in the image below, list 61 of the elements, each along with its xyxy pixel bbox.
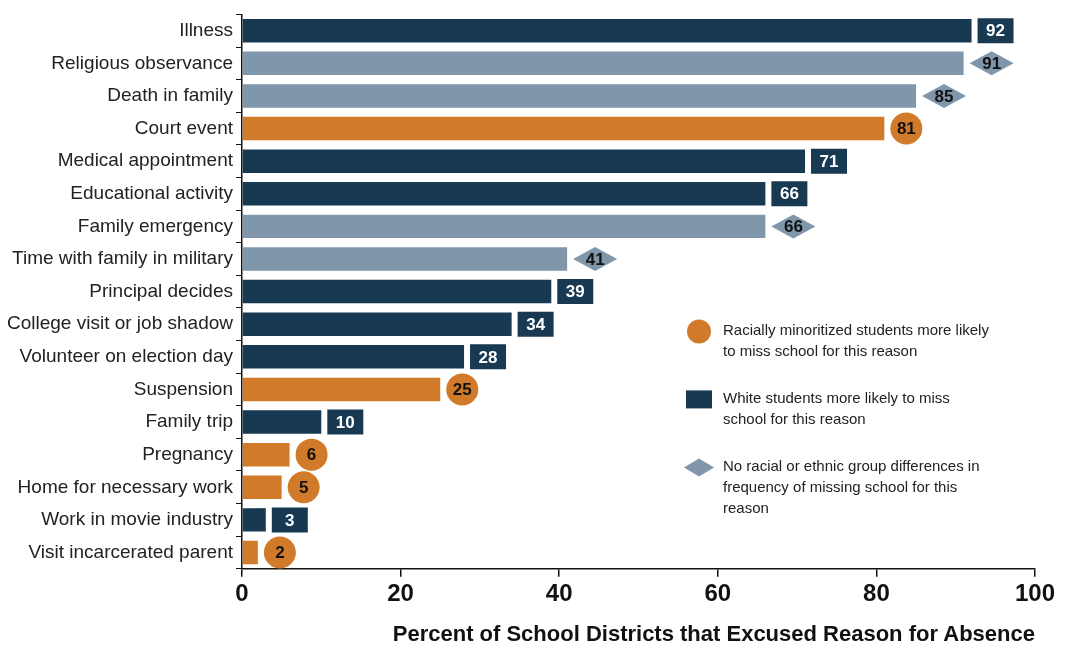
y-tick-label: Death in family	[107, 84, 234, 106]
y-tick-label: Medical appointment	[57, 149, 234, 171]
legend-label: Racially minoritized students more likely to miss school for this reason	[723, 320, 990, 359]
data-label: 34	[526, 314, 546, 334]
x-tick-label: 100	[1014, 578, 1056, 606]
data-label: 92	[986, 21, 1006, 41]
x-axis-title: Percent of School Districts that Excused Reason for Absence	[392, 620, 1035, 646]
y-tick-label: Pregnancy	[142, 442, 234, 464]
y-tick-label: Principal decides	[89, 279, 234, 301]
data-label: 39	[565, 282, 585, 302]
x-tick-label: 0	[235, 578, 249, 606]
bar	[242, 18, 972, 43]
bar	[242, 475, 282, 500]
data-label: 25	[452, 380, 472, 400]
x-tick-label: 60	[704, 578, 732, 606]
x-tick-label: 40	[545, 578, 573, 606]
bar	[242, 377, 441, 402]
bar	[242, 182, 766, 206]
y-tick-label: Illness	[179, 18, 234, 40]
data-label: 28	[478, 347, 498, 367]
y-tick-label: Work in movie industry	[41, 508, 234, 530]
y-tick-label: Religious observance	[51, 51, 234, 73]
data-label: 85	[934, 86, 954, 106]
bar	[242, 345, 465, 369]
y-tick-label: Family trip	[145, 410, 234, 432]
y-tick-label: Visit incarcerated parent	[28, 540, 234, 562]
bar	[242, 51, 964, 76]
data-label: 2	[275, 543, 285, 563]
y-tick-label: Volunteer on election day	[19, 345, 234, 367]
bar	[242, 279, 552, 304]
y-tick-label: Time with family in military	[12, 247, 234, 269]
bar	[242, 84, 917, 108]
data-label: 81	[896, 119, 916, 139]
y-tick-label: Home for necessary work	[17, 475, 234, 497]
bar	[242, 247, 568, 271]
bar	[242, 214, 766, 239]
legend-label: White students more likely to miss school for this reason	[723, 388, 950, 427]
data-label: 10	[335, 412, 355, 432]
bar	[242, 508, 266, 532]
data-label: 66	[783, 217, 803, 237]
data-label: 5	[298, 477, 309, 497]
x-tick-label: 80	[863, 578, 890, 606]
data-label: 41	[585, 249, 605, 269]
y-tick-label: Court event	[134, 116, 234, 138]
data-label: 66	[779, 184, 799, 204]
y-tick-label: College visit or job shadow	[6, 312, 234, 334]
bar	[242, 410, 322, 434]
data-label: 6	[306, 445, 317, 465]
y-tick-label: Family emergency	[77, 214, 234, 236]
data-label: 3	[285, 510, 295, 530]
data-label: 71	[819, 151, 839, 171]
data-label: 91	[982, 54, 1002, 74]
bar	[242, 442, 290, 467]
bar	[242, 116, 885, 141]
bar	[242, 312, 512, 336]
x-tick-label: 20	[387, 578, 414, 606]
y-tick-label: Suspension	[133, 377, 234, 399]
bar	[242, 540, 258, 565]
bar	[242, 149, 806, 173]
y-tick-label: Educational activity	[70, 182, 234, 203]
legend-label: No racial or ethnic group differences in frequency of missing school for this reason	[723, 456, 980, 516]
